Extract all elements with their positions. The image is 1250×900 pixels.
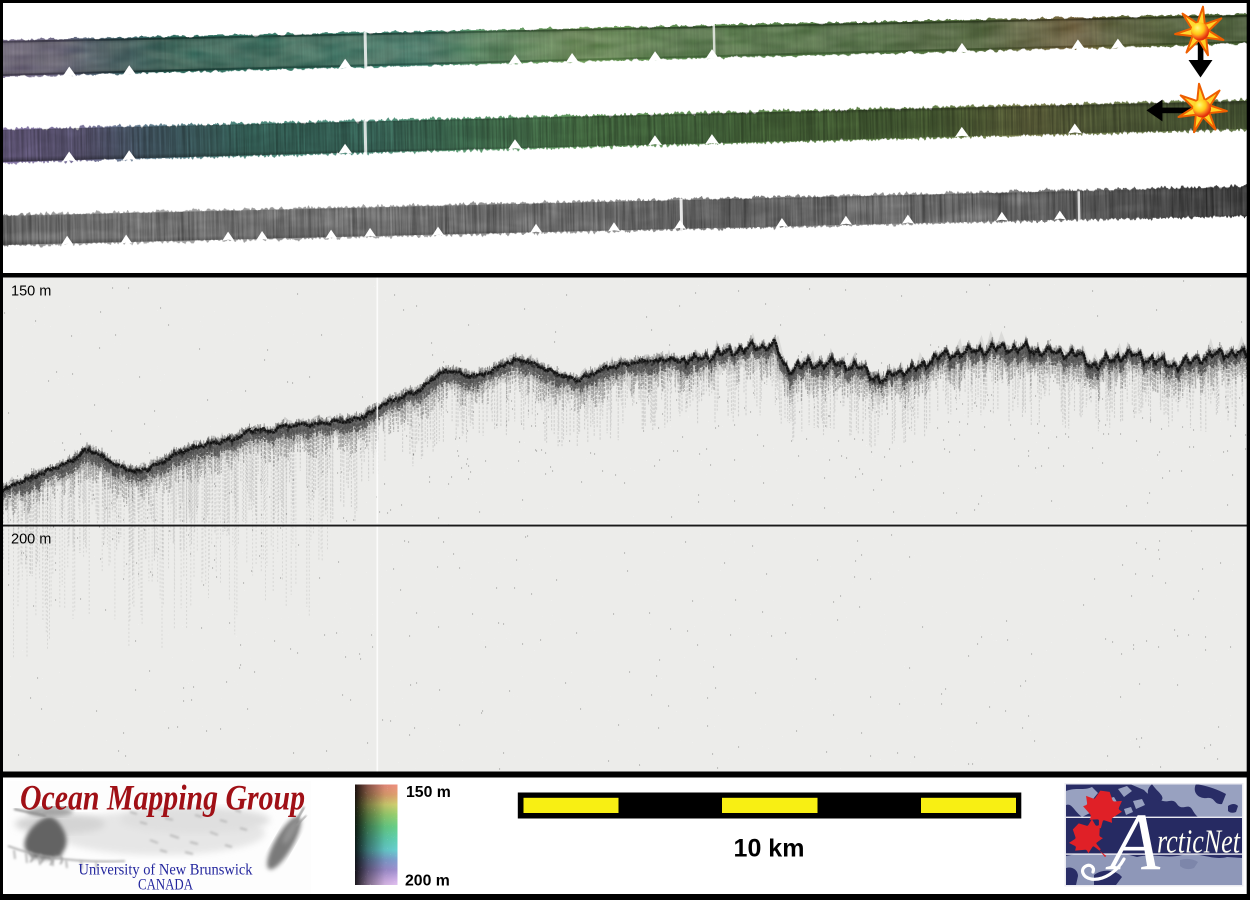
svg-text:University of New Brunswick: University of New Brunswick	[79, 862, 253, 879]
svg-text:150 m: 150 m	[11, 284, 51, 300]
svg-text:200 m: 200 m	[11, 532, 51, 548]
svg-text:CANADA: CANADA	[138, 876, 194, 893]
svg-text:200 m: 200 m	[405, 873, 450, 890]
svg-text:rcticNet: rcticNet	[1157, 824, 1241, 861]
svg-text:Ocean Mapping Group: Ocean Mapping Group	[20, 778, 305, 818]
svg-text:150 m: 150 m	[406, 784, 451, 801]
svg-text:10 km: 10 km	[734, 835, 805, 863]
